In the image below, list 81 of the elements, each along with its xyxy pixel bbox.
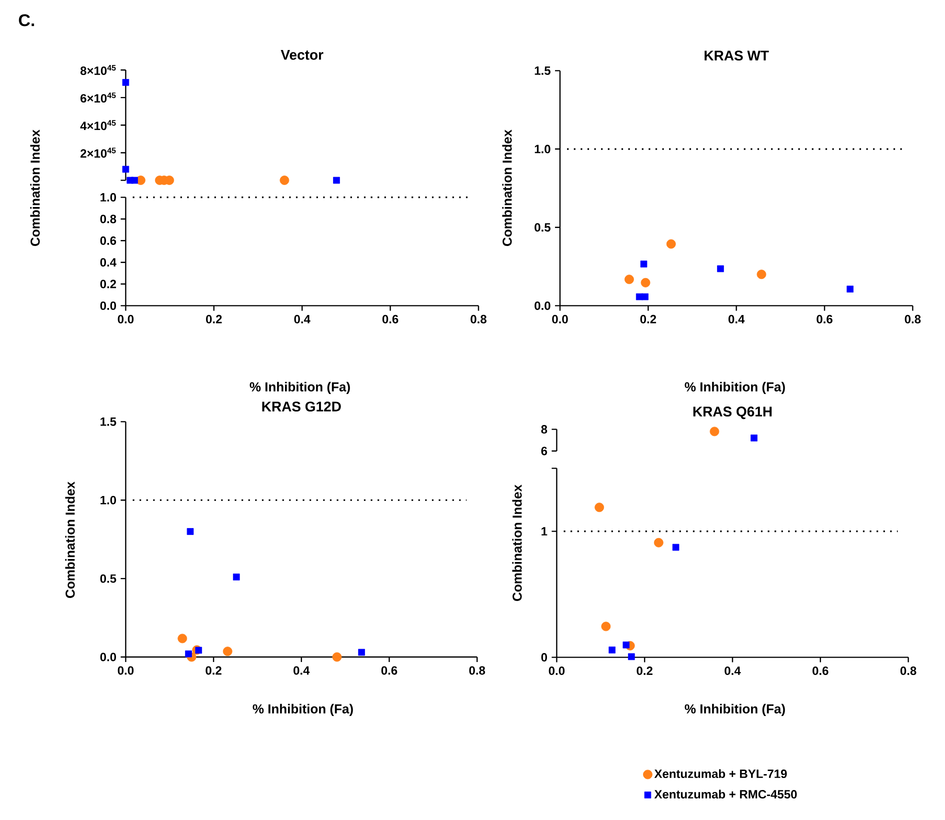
x-tick-label: 0.8 bbox=[470, 314, 486, 324]
y-tick-label: 0.0 bbox=[100, 301, 116, 310]
legend-label: Xentuzumab + RMC-4550 bbox=[654, 790, 797, 799]
x-tick-label: 0.6 bbox=[381, 666, 398, 675]
chart-title: KRAS WT bbox=[704, 50, 769, 60]
point bbox=[846, 286, 854, 292]
y-tick-label: 0.0 bbox=[100, 652, 116, 662]
point bbox=[594, 502, 604, 512]
y-tick-label: 1.5 bbox=[100, 418, 116, 426]
x-axis-title: % Inhibition (Fa) bbox=[252, 704, 353, 716]
y-tick-label: 6×10$^{45}$ bbox=[80, 92, 116, 103]
point bbox=[332, 652, 342, 662]
point bbox=[717, 265, 724, 272]
x-axis-title: % Inhibition (Fa) bbox=[250, 382, 350, 394]
y-tick-label: 1 bbox=[542, 527, 548, 536]
y-tick-label: 0.6 bbox=[100, 236, 116, 245]
point bbox=[636, 293, 643, 300]
point bbox=[756, 270, 766, 280]
y-tick-label: 1.0 bbox=[100, 496, 116, 504]
point bbox=[601, 622, 611, 632]
x-axis-title: % Inhibition (Fa) bbox=[684, 704, 785, 716]
x-tick-label: 0.8 bbox=[904, 314, 921, 324]
x-tick-label: 0.4 bbox=[294, 314, 310, 324]
y-tick-label: 8 bbox=[541, 425, 548, 434]
x-tick-label: 0.0 bbox=[548, 666, 565, 675]
point bbox=[222, 646, 232, 656]
point bbox=[232, 574, 240, 580]
point bbox=[672, 544, 680, 551]
y-tick-label: 1.0 bbox=[100, 193, 116, 202]
chart-title: KRAS Q61H bbox=[693, 406, 772, 420]
x-tick-label: 0.6 bbox=[382, 314, 398, 324]
x-tick-label: 0.0 bbox=[118, 314, 134, 324]
x-axis-title: % Inhibition (Fa) bbox=[684, 382, 785, 394]
y-tick-label: 8×10$^{45}$ bbox=[80, 65, 116, 75]
point bbox=[178, 634, 188, 644]
y-tick-label: 4×10$^{45}$ bbox=[80, 120, 116, 130]
y-tick-label: 0.5 bbox=[100, 574, 116, 583]
point bbox=[642, 293, 648, 300]
point bbox=[608, 646, 616, 654]
y-axis-title: Combination Index bbox=[512, 484, 522, 601]
point bbox=[628, 653, 635, 660]
y-tick-label: 0.8 bbox=[100, 214, 116, 224]
point bbox=[640, 278, 650, 288]
x-tick-label: 0.8 bbox=[469, 666, 486, 675]
point bbox=[622, 642, 630, 648]
y-axis-title: Combination Index bbox=[30, 130, 40, 246]
y-tick-label: 1.0 bbox=[534, 144, 550, 154]
y-tick-label: 6 bbox=[541, 446, 548, 456]
y-tick-label: 0.2 bbox=[100, 280, 116, 288]
x-tick-label: 0.4 bbox=[728, 314, 745, 324]
x-tick-label: 0.8 bbox=[900, 666, 916, 675]
point bbox=[654, 538, 664, 548]
point bbox=[186, 528, 194, 535]
y-axis-title: Combination Index bbox=[65, 482, 75, 598]
x-tick-label: 0.4 bbox=[724, 666, 741, 675]
point bbox=[185, 650, 192, 658]
y-tick-label: 2×10$^{45}$ bbox=[80, 148, 116, 158]
point bbox=[624, 274, 634, 284]
x-tick-label: 0.6 bbox=[812, 666, 828, 675]
y-tick-label: 1.5 bbox=[534, 66, 550, 75]
point bbox=[358, 648, 365, 656]
y-tick-label: 0 bbox=[541, 653, 548, 662]
legend-label: Xentuzumab + BYL-719 bbox=[654, 769, 787, 778]
x-tick-label: 0.2 bbox=[206, 314, 222, 324]
x-tick-label: 0.0 bbox=[118, 666, 134, 675]
y-tick-label: 0.5 bbox=[534, 223, 550, 232]
point bbox=[666, 239, 676, 249]
y-axis-title: Combination Index bbox=[502, 130, 512, 246]
text: C. bbox=[18, 14, 34, 26]
x-tick-label: 0.4 bbox=[294, 666, 310, 675]
x-tick-label: 0.2 bbox=[206, 666, 222, 675]
chart-title: Vector bbox=[280, 50, 324, 60]
point bbox=[195, 646, 202, 654]
point bbox=[640, 260, 648, 268]
y-tick-label: 0.0 bbox=[534, 301, 550, 310]
x-tick-label: 0.2 bbox=[636, 666, 652, 675]
chart-title: KRAS G12D bbox=[262, 402, 341, 412]
y-tick-label: 0.4 bbox=[100, 258, 116, 267]
x-tick-label: 0.2 bbox=[640, 314, 656, 324]
x-tick-label: 0.6 bbox=[816, 314, 832, 324]
x-tick-label: 0.0 bbox=[552, 314, 568, 324]
